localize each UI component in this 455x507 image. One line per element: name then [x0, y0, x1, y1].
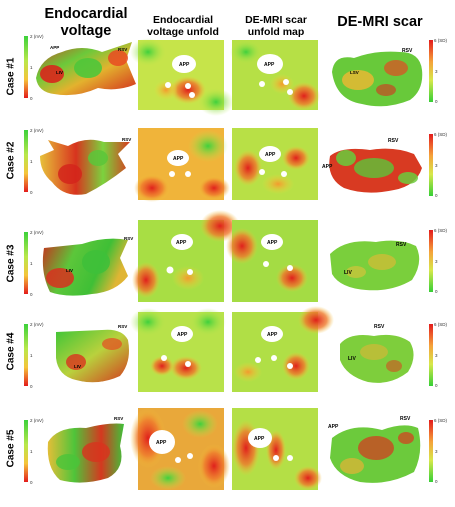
scar-rsv-3: RSV [396, 242, 407, 248]
unfold-app-3b: APP [267, 240, 278, 246]
scar-scale-bar-1 [429, 40, 433, 102]
endo-unfold-map-1: APP [130, 38, 234, 116]
header-demri-scar: DE-MRI scar [337, 14, 423, 30]
scar-scale-bottom-2: 0 [435, 193, 438, 198]
scar-scale-bar-5 [429, 420, 433, 482]
voltage-scale-bar-1 [24, 36, 28, 98]
voltage-scale-top-1: 2 (mV) [30, 34, 44, 39]
demri-scar-map-5: RSV APP [328, 416, 421, 483]
anat-rsv-5: RSV [114, 416, 123, 421]
unfold-app-4a: APP [177, 332, 188, 338]
anat-liv-3: LIV [66, 268, 73, 273]
voltage-scale-mid-2: 1 [30, 159, 33, 164]
anat-rsv-2: RSV [122, 137, 131, 142]
scar-scale-bottom-5: 0 [435, 479, 438, 484]
scar-rsv-2: RSV [388, 138, 399, 144]
voltage-scale-mid-5: 1 [30, 449, 33, 454]
scar-scale-top-3: 6 (SD) [434, 228, 448, 233]
scar-scale-mid-4: 3 [435, 353, 438, 358]
unfold-app-1b: APP [264, 62, 275, 68]
endocardial-voltage-map-2: RSV [40, 137, 131, 195]
scar-liv-3: LIV [344, 270, 352, 276]
case-label-5: Case #5 [5, 429, 17, 467]
voltage-scale-mid-3: 1 [30, 261, 33, 266]
scar-scale-bar-2 [429, 134, 433, 196]
scar-lsv-1: LSV [350, 70, 359, 75]
demri-scar-map-4: RSV LIV [340, 324, 414, 383]
endocardial-voltage-map-1: APP LIV RSV [36, 42, 136, 96]
demri-unfold-map-3: APP [226, 220, 318, 302]
unfold-app-1a: APP [179, 62, 190, 68]
unfold-app-2b: APP [265, 152, 276, 158]
voltage-scale-top-2: 2 (mV) [30, 128, 44, 133]
voltage-scale-mid-1: 1 [30, 65, 33, 70]
anat-rsv-3: RSV [124, 236, 133, 241]
scar-scale-mid-5: 3 [435, 449, 438, 454]
voltage-scale-bottom-4: 0 [30, 384, 33, 389]
scar-rsv-4: RSV [374, 324, 385, 330]
voltage-scale-bar-2 [24, 130, 28, 192]
scar-scale-top-2: 6 (SD) [434, 132, 448, 137]
scar-scale-top-5: 6 (SD) [434, 418, 448, 423]
endo-unfold-map-2: APP [134, 128, 230, 202]
voltage-scale-bottom-2: 0 [30, 190, 33, 195]
case-label-4: Case #4 [5, 332, 17, 370]
scar-scale-top-1: 6 (SD) [434, 38, 448, 43]
demri-scar-map-3: RSV LIV [330, 240, 420, 291]
unfold-app-4b: APP [267, 332, 278, 338]
voltage-scale-mid-4: 1 [30, 353, 33, 358]
scar-rsv-5: RSV [400, 416, 411, 422]
demri-unfold-map-2: APP [232, 128, 318, 200]
demri-unfold-map-4: APP [232, 306, 334, 392]
scar-app-5: APP [328, 424, 339, 430]
scar-app-2: APP [322, 164, 333, 170]
scar-scale-bottom-4: 0 [435, 383, 438, 388]
scar-scale-bottom-1: 0 [435, 99, 438, 104]
endocardial-voltage-map-4: RSV LIV [56, 324, 129, 383]
demri-unfold-map-5: APP [232, 408, 322, 490]
endo-unfold-map-5: APP [130, 408, 230, 490]
anat-app-1: APP [50, 45, 59, 50]
voltage-scale-top-4: 2 (mV) [30, 322, 44, 327]
scar-scale-bar-4 [429, 324, 433, 386]
case-label-1: Case #1 [5, 57, 17, 95]
scar-scale-mid-3: 3 [435, 259, 438, 264]
header-endocardial-voltage: Endocardial voltage [44, 6, 128, 39]
unfold-app-5a: APP [156, 440, 167, 446]
scar-scale-mid-1: 3 [435, 69, 438, 74]
scar-scale-top-4: 6 (SD) [434, 322, 448, 327]
scar-scale-mid-2: 3 [435, 163, 438, 168]
case-label-2: Case #2 [5, 141, 17, 179]
unfold-app-5b: APP [254, 436, 265, 442]
anat-rsv-4: RSV [118, 324, 127, 329]
voltage-scale-top-3: 2 (mV) [30, 230, 44, 235]
voltage-scale-bottom-1: 0 [30, 96, 33, 101]
anat-liv-1: LIV [56, 70, 63, 75]
case-label-3: Case #3 [5, 244, 17, 282]
endo-unfold-map-4: APP [130, 308, 226, 392]
unfold-app-3a: APP [176, 240, 187, 246]
voltage-scale-bottom-3: 0 [30, 292, 33, 297]
endocardial-voltage-map-3: RSV LIV [42, 236, 133, 296]
voltage-scale-bar-4 [24, 324, 28, 386]
anat-rsv-1: RSV [118, 47, 127, 52]
voltage-scale-bottom-5: 0 [30, 480, 33, 485]
scar-liv-4: LIV [348, 356, 356, 362]
voltage-scale-top-5: 2 (mV) [30, 418, 44, 423]
demri-unfold-map-1: APP [230, 40, 320, 110]
scar-scale-bottom-3: 0 [435, 289, 438, 294]
voltage-scale-bar-5 [24, 420, 28, 482]
scar-rsv-1: RSV [402, 48, 413, 54]
demri-scar-map-1: RSV LSV [332, 48, 423, 107]
anat-liv-4: LIV [74, 364, 81, 369]
unfold-app-2a: APP [173, 156, 184, 162]
endo-unfold-map-3: APP [132, 210, 240, 302]
endocardial-voltage-map-5: RSV [47, 416, 124, 483]
voltage-scale-bar-3 [24, 232, 28, 294]
demri-scar-map-2: RSV APP [322, 138, 422, 193]
scar-scale-bar-3 [429, 230, 433, 292]
header-demri-unfold: DE-MRI scar unfold map [245, 14, 307, 39]
